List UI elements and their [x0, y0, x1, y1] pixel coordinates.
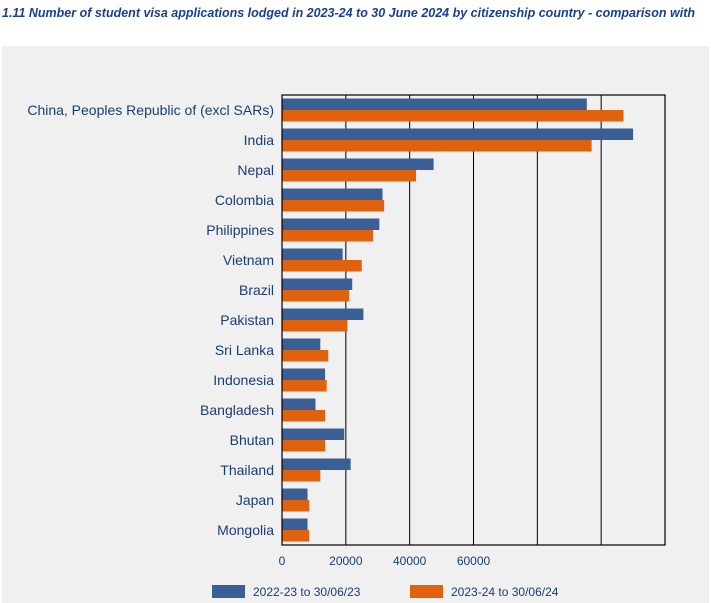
category-label: Mongolia — [217, 522, 274, 538]
category-label: Thailand — [220, 462, 274, 478]
bar-2023-24 — [282, 380, 327, 392]
bar-2022-23 — [282, 428, 345, 440]
bar-2022-23 — [282, 98, 587, 110]
bar-2023-24 — [282, 470, 321, 482]
chart-title: 1.11 Number of student visa applications… — [2, 6, 695, 20]
bar-2022-23 — [282, 518, 308, 530]
bar-2023-24 — [282, 170, 417, 182]
category-label: Brazil — [239, 282, 274, 298]
category-label: Japan — [236, 492, 274, 508]
bars — [282, 98, 634, 542]
bar-2023-24 — [282, 440, 326, 452]
bar-2022-23 — [282, 338, 321, 350]
category-label: Colombia — [215, 192, 274, 208]
category-label: Bangladesh — [200, 402, 274, 418]
bar-2023-24 — [282, 140, 592, 152]
bar-2023-24 — [282, 410, 326, 422]
bar-2022-23 — [282, 398, 316, 410]
category-label: Pakistan — [220, 312, 274, 328]
category-label: Philippines — [206, 222, 274, 238]
bar-2022-23 — [282, 218, 380, 230]
bar-2022-23 — [282, 188, 383, 200]
bar-2022-23 — [282, 248, 343, 260]
category-labels: China, Peoples Republic of (excl SARs) In… — [27, 102, 274, 538]
x-tick-label: 0 — [279, 554, 286, 568]
category-label: Indonesia — [213, 372, 274, 388]
legend-label: 2023-24 to 30/06/24 — [451, 585, 559, 599]
category-label: China, Peoples Republic of (excl SARs) — [27, 102, 274, 118]
category-label: India — [244, 132, 275, 148]
category-label: Vietnam — [223, 252, 274, 268]
legend-swatch — [212, 585, 245, 598]
legend-swatch — [410, 585, 443, 598]
bar-2023-24 — [282, 320, 348, 332]
bar-2022-23 — [282, 368, 326, 380]
bar-2023-24 — [282, 260, 362, 272]
category-label: Nepal — [237, 162, 274, 178]
bar-2023-24 — [282, 530, 310, 542]
bar-2022-23 — [282, 128, 634, 140]
x-tick-label: 40000 — [393, 554, 427, 568]
bar-2022-23 — [282, 308, 364, 320]
x-axis-ticks: 0 20000 40000 60000 — [279, 554, 491, 568]
bar-2022-23 — [282, 488, 308, 500]
bar-2023-24 — [282, 290, 350, 302]
bar-2023-24 — [282, 230, 373, 242]
bar-2022-23 — [282, 278, 353, 290]
category-label: Sri Lanka — [215, 342, 274, 358]
bar-2023-24 — [282, 110, 624, 122]
bar-2022-23 — [282, 158, 434, 170]
legend-label: 2022-23 to 30/06/23 — [253, 585, 361, 599]
x-tick-label: 60000 — [457, 554, 491, 568]
category-label: Bhutan — [230, 432, 274, 448]
bar-2023-24 — [282, 350, 329, 362]
bar-2023-24 — [282, 200, 385, 212]
bar-2022-23 — [282, 458, 351, 470]
x-tick-label: 20000 — [329, 554, 363, 568]
legend: 2022-23 to 30/06/23 2023-24 to 30/06/24 — [212, 585, 559, 599]
plot-frame — [281, 94, 666, 546]
bar-2023-24 — [282, 500, 310, 512]
